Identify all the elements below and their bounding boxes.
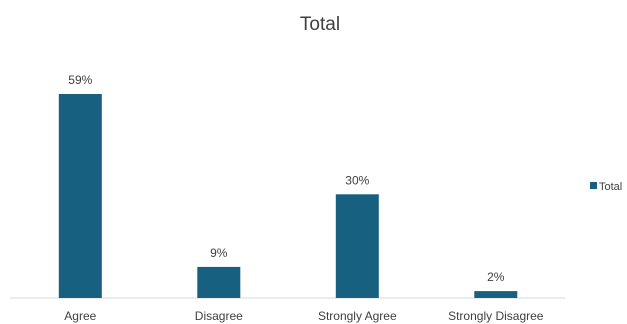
legend: Total (590, 181, 622, 193)
data-label-agree: 59% (68, 73, 92, 87)
x-tick-labels: Agree Disagree Strongly Agree Strongly Disa… (64, 309, 544, 323)
legend-label-total: Total (599, 181, 622, 193)
x-tick-label-strongly-disagree: Strongly Disagree (448, 309, 544, 323)
bar-disagree (197, 266, 241, 298)
bar-strongly-agree (335, 194, 379, 298)
bar-strongly-disagree (474, 291, 518, 298)
data-label-disagree: 9% (210, 246, 228, 260)
x-tick-label-disagree: Disagree (195, 309, 243, 323)
x-tick-label-agree: Agree (64, 309, 96, 323)
data-label-strongly-disagree: 2% (487, 270, 505, 284)
data-label-strongly-agree: 30% (345, 173, 369, 187)
data-labels: 59% 9% 30% 2% (68, 73, 505, 284)
chart-title: Total (300, 14, 340, 35)
legend-swatch-total (590, 182, 597, 189)
x-tick-label-strongly-agree: Strongly Agree (318, 309, 397, 323)
bar-agree (58, 94, 102, 298)
bars (58, 94, 518, 298)
